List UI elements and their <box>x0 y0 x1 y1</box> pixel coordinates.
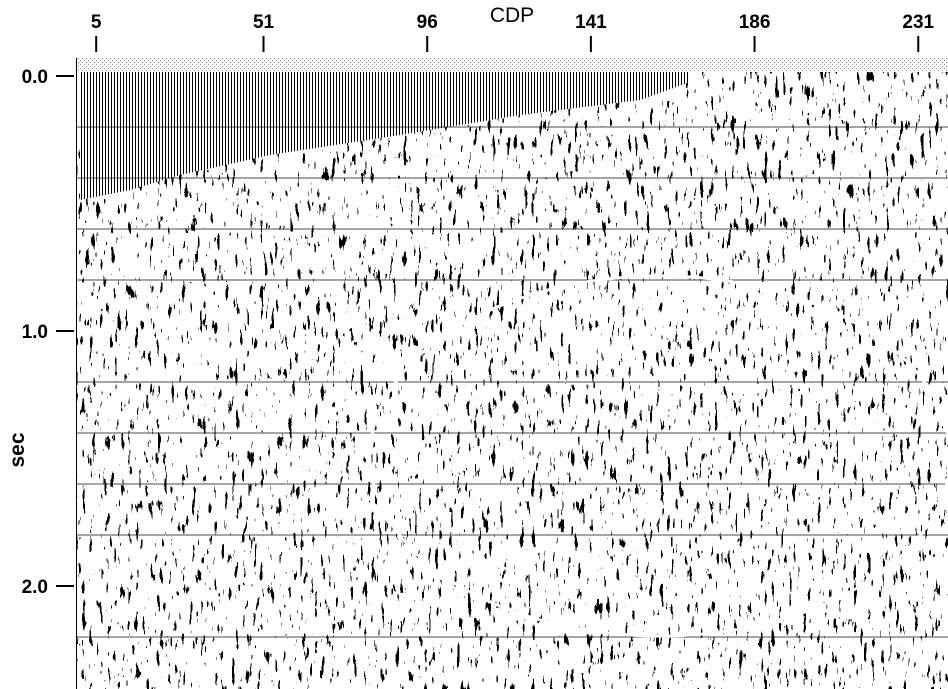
x-tick-label: 96 <box>417 12 438 33</box>
x-tick-label: 141 <box>575 12 607 33</box>
x-tick-label: 186 <box>739 12 771 33</box>
x-tick-label: 51 <box>253 12 275 33</box>
y-tick-label: 2.0 <box>22 577 48 598</box>
y-tick-label: 1.0 <box>22 322 48 343</box>
y-axis-label: sec <box>6 432 29 467</box>
highlight-ellipse <box>368 274 948 638</box>
x-axis-label: CDP <box>490 4 534 27</box>
y-tick-label: 0.0 <box>22 67 48 88</box>
x-tick-label: 5 <box>91 12 102 33</box>
section-image <box>76 58 948 689</box>
x-tick-label: 231 <box>902 12 934 33</box>
